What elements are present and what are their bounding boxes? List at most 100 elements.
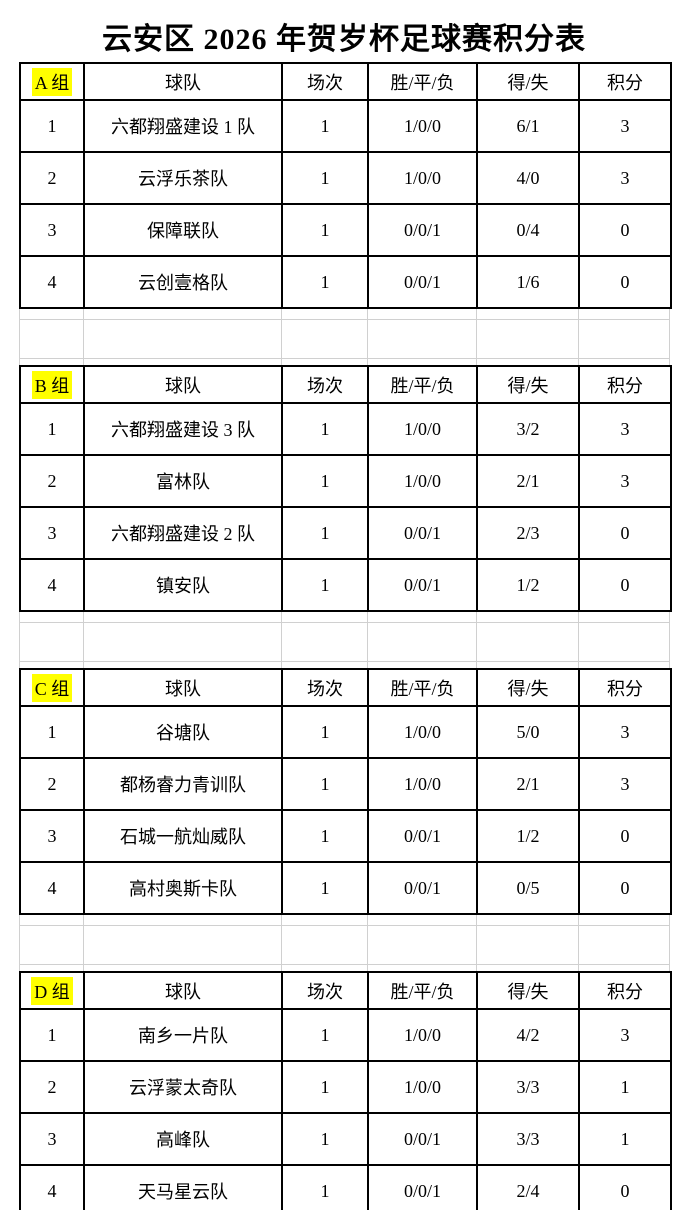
rank-cell: 2 [19, 1060, 85, 1114]
rank-cell: 2 [19, 454, 85, 508]
wdl-cell: 0/0/1 [367, 558, 478, 612]
table-row: 3 石城一航灿威队 1 0/0/1 1/2 0 [19, 809, 672, 863]
goals-cell: 2/3 [476, 506, 580, 560]
points-cell: 3 [578, 705, 672, 759]
header-row: D 组 球队 场次 胜/平/负 得/失 积分 [19, 971, 672, 1010]
group-table: D 组 球队 场次 胜/平/负 得/失 积分 1 南乡一片队 1 1/0/0 4… [19, 971, 672, 1210]
goals-cell: 2/1 [476, 454, 580, 508]
group-label: A 组 [31, 67, 73, 96]
played-cell: 1 [281, 203, 369, 257]
wdl-cell: 1/0/0 [367, 705, 478, 759]
points-cell: 0 [578, 809, 672, 863]
team-cell: 富林队 [83, 454, 283, 508]
team-cell: 镇安队 [83, 558, 283, 612]
rank-cell: 2 [19, 757, 85, 811]
gridline [19, 358, 670, 359]
rank-cell: 1 [19, 402, 85, 456]
team-cell: 都杨睿力青训队 [83, 757, 283, 811]
played-cell: 1 [281, 1060, 369, 1114]
wdl-cell: 0/0/1 [367, 1112, 478, 1166]
group-table-body: C 组 球队 场次 胜/平/负 得/失 积分 1 谷塘队 1 1/0/0 5/0… [19, 668, 672, 915]
gridline [669, 612, 670, 668]
goals-cell: 4/0 [476, 151, 580, 205]
col-header-played: 场次 [281, 62, 369, 101]
wdl-cell: 1/0/0 [367, 1060, 478, 1114]
team-cell: 南乡一片队 [83, 1008, 283, 1062]
points-cell: 0 [578, 255, 672, 309]
group-label-cell: B 组 [19, 365, 85, 404]
gridline [19, 661, 670, 662]
team-cell: 谷塘队 [83, 705, 283, 759]
rank-cell: 2 [19, 151, 85, 205]
rank-cell: 3 [19, 506, 85, 560]
goals-cell: 6/1 [476, 99, 580, 153]
team-cell: 六都翔盛建设 3 队 [83, 402, 283, 456]
col-header-played: 场次 [281, 668, 369, 707]
played-cell: 1 [281, 757, 369, 811]
gridline [476, 915, 477, 971]
gridline [476, 309, 477, 365]
played-cell: 1 [281, 402, 369, 456]
table-row: 3 高峰队 1 0/0/1 3/3 1 [19, 1112, 672, 1166]
goals-cell: 3/3 [476, 1060, 580, 1114]
team-cell: 六都翔盛建设 2 队 [83, 506, 283, 560]
wdl-cell: 0/0/1 [367, 861, 478, 915]
group-label-cell: A 组 [19, 62, 85, 101]
gridline [19, 309, 20, 365]
wdl-cell: 0/0/1 [367, 203, 478, 257]
points-cell: 3 [578, 757, 672, 811]
wdl-cell: 1/0/0 [367, 99, 478, 153]
gridline [83, 612, 84, 668]
gridline [367, 612, 368, 668]
col-header-played: 场次 [281, 365, 369, 404]
table-row: 4 高村奥斯卡队 1 0/0/1 0/5 0 [19, 861, 672, 915]
wdl-cell: 0/0/1 [367, 255, 478, 309]
played-cell: 1 [281, 705, 369, 759]
gridline [19, 319, 670, 320]
spreadsheet-gridline-gap [19, 915, 670, 971]
goals-cell: 1/2 [476, 558, 580, 612]
col-header-wdl: 胜/平/负 [367, 668, 478, 707]
played-cell: 1 [281, 1164, 369, 1210]
col-header-points: 积分 [578, 668, 672, 707]
col-header-goals: 得/失 [476, 365, 580, 404]
points-cell: 0 [578, 1164, 672, 1210]
group-table: C 组 球队 场次 胜/平/负 得/失 积分 1 谷塘队 1 1/0/0 5/0… [19, 668, 672, 915]
points-cell: 3 [578, 402, 672, 456]
played-cell: 1 [281, 255, 369, 309]
header-row: B 组 球队 场次 胜/平/负 得/失 积分 [19, 365, 672, 404]
points-cell: 0 [578, 203, 672, 257]
table-row: 4 天马星云队 1 0/0/1 2/4 0 [19, 1164, 672, 1210]
table-row: 2 富林队 1 1/0/0 2/1 3 [19, 454, 672, 508]
points-cell: 0 [578, 506, 672, 560]
goals-cell: 2/1 [476, 757, 580, 811]
gridline [578, 915, 579, 971]
gridline [281, 309, 282, 365]
group-label: B 组 [31, 370, 73, 399]
rank-cell: 3 [19, 809, 85, 863]
col-header-points: 积分 [578, 971, 672, 1010]
rank-cell: 3 [19, 1112, 85, 1166]
table-row: 1 六都翔盛建设 3 队 1 1/0/0 3/2 3 [19, 402, 672, 456]
team-cell: 云浮乐茶队 [83, 151, 283, 205]
goals-cell: 3/2 [476, 402, 580, 456]
col-header-points: 积分 [578, 365, 672, 404]
gridline [83, 309, 84, 365]
wdl-cell: 1/0/0 [367, 151, 478, 205]
played-cell: 1 [281, 861, 369, 915]
played-cell: 1 [281, 558, 369, 612]
col-header-team: 球队 [83, 668, 283, 707]
gridline [578, 612, 579, 668]
table-row: 2 都杨睿力青训队 1 1/0/0 2/1 3 [19, 757, 672, 811]
gridline [669, 309, 670, 365]
group-table-body: B 组 球队 场次 胜/平/负 得/失 积分 1 六都翔盛建设 3 队 1 1/… [19, 365, 672, 612]
gridline [19, 622, 670, 623]
col-header-wdl: 胜/平/负 [367, 971, 478, 1010]
wdl-cell: 0/0/1 [367, 506, 478, 560]
played-cell: 1 [281, 506, 369, 560]
gridline [367, 915, 368, 971]
wdl-cell: 0/0/1 [367, 1164, 478, 1210]
table-row: 3 六都翔盛建设 2 队 1 0/0/1 2/3 0 [19, 506, 672, 560]
col-header-wdl: 胜/平/负 [367, 365, 478, 404]
rank-cell: 4 [19, 1164, 85, 1210]
